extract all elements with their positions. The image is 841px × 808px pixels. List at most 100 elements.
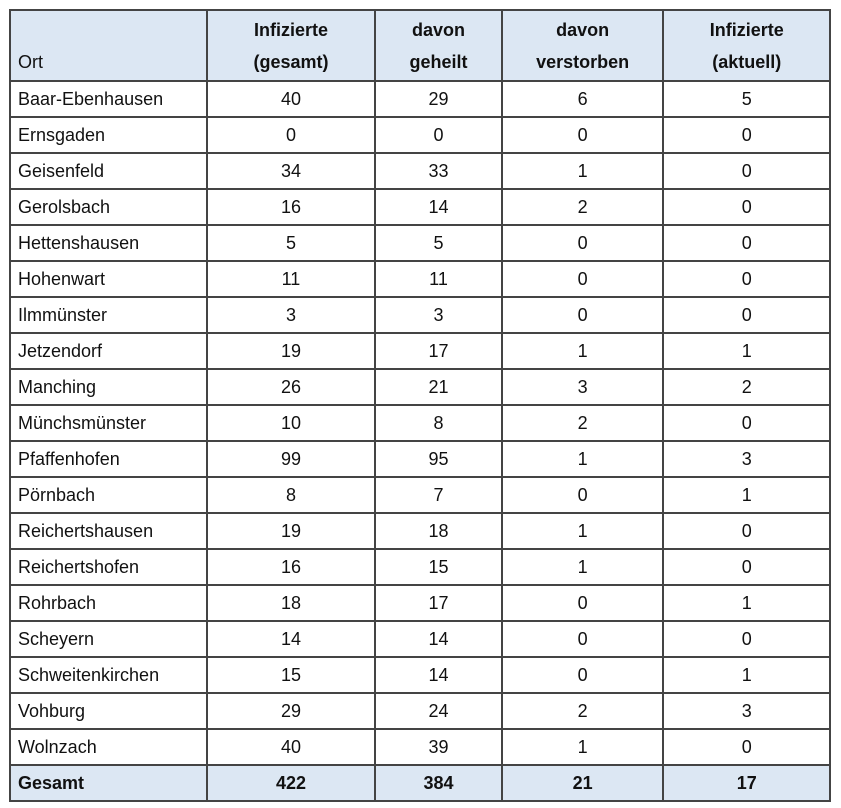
cell-value: 17 <box>374 332 503 370</box>
table-row: Schweitenkirchen 15 14 0 1 <box>9 656 831 694</box>
cell-value: 0 <box>500 584 665 622</box>
infection-table: Ort Infizierte (gesamt) davon geheilt davon ve… <box>9 9 831 802</box>
header-text: Infizierte <box>709 20 784 40</box>
table-row: Pörnbach 8 7 0 1 <box>9 476 831 514</box>
cell-value: 0 <box>500 260 665 298</box>
table-row: Ernsgaden 0 0 0 0 <box>9 116 831 154</box>
table-row: Reichertshausen 19 18 1 0 <box>9 512 831 550</box>
header-text: (gesamt) <box>253 52 329 72</box>
cell-value: 99 <box>205 440 377 478</box>
cell-value: 0 <box>662 296 831 334</box>
cell-value: 40 <box>205 728 377 766</box>
cell-value: 0 <box>662 620 831 658</box>
table-row: Münchsmünster 10 8 2 0 <box>9 404 831 442</box>
cell-ort: Ilmmünster <box>9 296 208 334</box>
cell-value: 3 <box>662 692 831 730</box>
cell-ort: Wolnzach <box>9 728 208 766</box>
cell-ort: Reichertshausen <box>9 512 208 550</box>
cell-value: 21 <box>374 368 503 406</box>
cell-value: 95 <box>374 440 503 478</box>
cell-value: 14 <box>374 620 503 658</box>
cell-ort: Schweitenkirchen <box>9 656 208 694</box>
cell-value: 1 <box>500 728 665 766</box>
cell-ort: Münchsmünster <box>9 404 208 442</box>
cell-value: 1 <box>500 332 665 370</box>
cell-value: 39 <box>374 728 503 766</box>
cell-value: 0 <box>500 656 665 694</box>
cell-value: 1 <box>500 548 665 586</box>
cell-value: 29 <box>205 692 377 730</box>
table-row: Hettenshausen 5 5 0 0 <box>9 224 831 262</box>
cell-ort: Baar-Ebenhausen <box>9 80 208 118</box>
cell-value: 0 <box>662 224 831 262</box>
table-row: Hohenwart 11 11 0 0 <box>9 260 831 298</box>
cell-value: 1 <box>662 332 831 370</box>
table-row: Rohrbach 18 17 0 1 <box>9 584 831 622</box>
cell-value: 8 <box>374 404 503 442</box>
cell-value: 1 <box>500 440 665 478</box>
cell-value: 0 <box>205 116 377 154</box>
cell-value: 1 <box>500 152 665 190</box>
cell-ort: Vohburg <box>9 692 208 730</box>
cell-ort: Gerolsbach <box>9 188 208 226</box>
table-row: Wolnzach 40 39 1 0 <box>9 728 831 766</box>
header-text: davon <box>556 20 610 40</box>
header-row: Ort Infizierte (gesamt) davon geheilt davon ve… <box>9 9 831 82</box>
cell-value: 26 <box>205 368 377 406</box>
cell-value: 2 <box>662 368 831 406</box>
cell-value: 11 <box>205 260 377 298</box>
header-ort: Ort <box>9 9 208 82</box>
cell-value: 0 <box>500 296 665 334</box>
cell-ort: Hohenwart <box>9 260 208 298</box>
cell-value: 16 <box>205 188 377 226</box>
cell-value: 3 <box>374 296 503 334</box>
header-text: verstorben <box>536 52 630 72</box>
cell-value: 3 <box>205 296 377 334</box>
cell-value: 14 <box>205 620 377 658</box>
table-row: Vohburg 29 24 2 3 <box>9 692 831 730</box>
cell-ort: Scheyern <box>9 620 208 658</box>
table-row: Ilmmünster 3 3 0 0 <box>9 296 831 334</box>
header-text: Infizierte <box>253 20 328 40</box>
table-row: Pfaffenhofen 99 95 1 3 <box>9 440 831 478</box>
cell-value: 19 <box>205 512 377 550</box>
cell-value: 7 <box>374 476 503 514</box>
cell-value: 384 <box>374 764 503 802</box>
cell-value: 17 <box>374 584 503 622</box>
cell-value: 10 <box>205 404 377 442</box>
cell-value: 15 <box>205 656 377 694</box>
cell-value: 3 <box>662 440 831 478</box>
cell-value: 0 <box>374 116 503 154</box>
header-infizierte-gesamt: Infizierte (gesamt) <box>205 9 377 82</box>
cell-value: 0 <box>662 152 831 190</box>
cell-value: 422 <box>205 764 377 802</box>
cell-value: 5 <box>374 224 503 262</box>
header-text: Ort <box>18 52 43 72</box>
table-row: Baar-Ebenhausen 40 29 6 5 <box>9 80 831 118</box>
cell-ort: Hettenshausen <box>9 224 208 262</box>
cell-value: 19 <box>205 332 377 370</box>
cell-ort: Geisenfeld <box>9 152 208 190</box>
cell-ort: Rohrbach <box>9 584 208 622</box>
cell-value: 2 <box>500 404 665 442</box>
cell-value: 0 <box>500 224 665 262</box>
cell-value: 18 <box>374 512 503 550</box>
cell-value: 40 <box>205 80 377 118</box>
cell-value: 1 <box>500 512 665 550</box>
cell-value: 0 <box>662 512 831 550</box>
header-text: davon <box>412 20 466 40</box>
cell-value: 8 <box>205 476 377 514</box>
cell-value: 16 <box>205 548 377 586</box>
cell-value: 34 <box>205 152 377 190</box>
cell-value: 1 <box>662 476 831 514</box>
cell-ort: Manching <box>9 368 208 406</box>
cell-value: 3 <box>500 368 665 406</box>
table-row: Jetzendorf 19 17 1 1 <box>9 332 831 370</box>
cell-value: 0 <box>500 116 665 154</box>
cell-value: 1 <box>662 584 831 622</box>
cell-ort: Reichertshofen <box>9 548 208 586</box>
cell-value: 18 <box>205 584 377 622</box>
cell-value: 11 <box>374 260 503 298</box>
cell-value: 6 <box>500 80 665 118</box>
cell-value: 24 <box>374 692 503 730</box>
